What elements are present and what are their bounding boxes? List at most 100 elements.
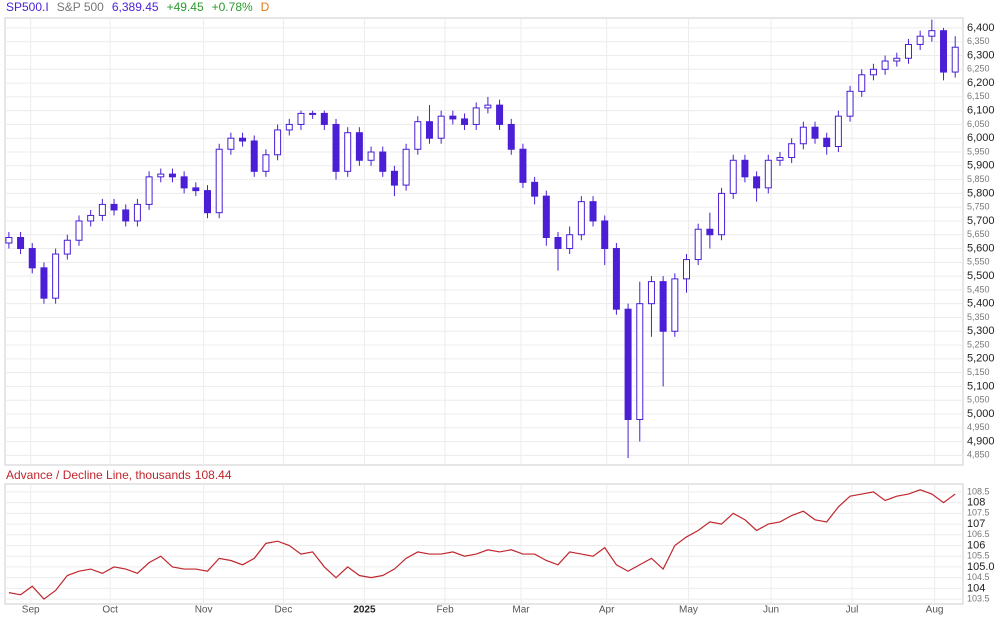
candle-body (145, 176, 153, 205)
y-tick-label: 6,100 (967, 105, 995, 117)
x-tick-label: Mar (512, 605, 530, 616)
candle-body (729, 159, 737, 194)
candle-body (437, 115, 445, 139)
y-tick-label: 6,000 (967, 132, 995, 144)
candle-body (577, 201, 585, 236)
candle-body (858, 74, 866, 92)
candle-body (683, 259, 691, 280)
x-tick-label: Nov (195, 605, 213, 616)
candle-body (519, 148, 527, 183)
y-tick-label: 6,050 (967, 119, 990, 129)
candle-body (344, 132, 352, 172)
y-tick-label: 5,150 (967, 367, 990, 377)
candle-body (893, 57, 901, 62)
y-tick-label: 5,200 (967, 353, 995, 365)
candle-body (379, 151, 387, 172)
candle-body (285, 123, 293, 131)
candle-body (811, 126, 819, 139)
y-tick-label: 104.5 (967, 572, 990, 582)
candle-body (28, 248, 36, 269)
candle-body (425, 121, 433, 139)
candle-body (390, 170, 398, 186)
y-tick-label: 4,900 (967, 435, 995, 447)
y-tick-label: 104 (967, 582, 985, 594)
candle-body (133, 203, 141, 222)
y-tick-label: 5,450 (967, 284, 990, 294)
candle-body (496, 104, 504, 125)
candle-body (659, 281, 667, 332)
candle-body (157, 173, 165, 178)
candle-body (320, 112, 328, 125)
instrument-name: S&P 500 (57, 0, 104, 14)
candle-body (554, 237, 562, 250)
candle-body (98, 203, 106, 216)
y-tick-label: 5,600 (967, 242, 995, 254)
candle-body (928, 30, 936, 37)
candle-body (332, 123, 340, 172)
y-tick-label: 5,800 (967, 187, 995, 199)
ad-panel (4, 483, 964, 605)
y-tick-label: 6,150 (967, 91, 990, 101)
y-tick-label: 103.5 (967, 593, 990, 603)
candle-body (904, 43, 912, 59)
candle-body (589, 201, 597, 222)
candle-body (718, 192, 726, 236)
candle-body (788, 143, 796, 159)
y-tick-label: 4,950 (967, 422, 990, 432)
candle-body (834, 115, 842, 148)
x-tick-label: May (679, 605, 698, 616)
x-tick-label: Aug (926, 605, 944, 616)
y-tick-label: 6,300 (967, 49, 995, 61)
candle-body (40, 267, 48, 299)
y-tick-label: 108 (967, 497, 985, 509)
candle-body (776, 157, 784, 161)
candle-body (869, 68, 877, 76)
y-tick-label: 5,550 (967, 257, 990, 267)
candle-body (5, 237, 13, 244)
change: +49.45 (167, 0, 204, 14)
candle-body (671, 278, 679, 332)
candle-body (647, 281, 655, 305)
x-tick-label: Apr (599, 605, 615, 616)
y-tick-label: 4,850 (967, 450, 990, 460)
candle-body (484, 104, 492, 109)
candle-body (449, 115, 457, 120)
candle-body (881, 60, 889, 70)
candle-body (507, 123, 515, 150)
candle-body (636, 303, 644, 421)
x-tick-label: Oct (102, 605, 118, 616)
candle-body (122, 209, 130, 222)
candle-body (239, 137, 247, 142)
candle-body (542, 195, 550, 239)
candle-body (799, 126, 807, 145)
last-price: 6,389.45 (112, 0, 159, 14)
candle-body (63, 239, 71, 255)
y-tick-label: 6,400 (967, 22, 995, 34)
y-tick-label: 106.5 (967, 529, 990, 539)
y-tick-label: 107.5 (967, 508, 990, 518)
candle-body (355, 132, 363, 161)
y-tick-label: 5,650 (967, 229, 990, 239)
candle-body (215, 148, 223, 214)
y-tick-label: 5,050 (967, 395, 990, 405)
candle-body (951, 46, 959, 73)
candle-body (846, 90, 854, 117)
candle-body (402, 148, 410, 186)
candle-body (227, 137, 235, 150)
candle-body (601, 220, 609, 250)
candle-body (916, 35, 924, 45)
candle-body (741, 159, 749, 178)
candle-body (753, 176, 761, 189)
x-tick-label: Jul (846, 605, 859, 616)
y-tick-label: 5,950 (967, 146, 990, 156)
candle-body (17, 237, 25, 250)
panel-title: Advance / Decline Line, thousands (6, 468, 191, 482)
candle-body (250, 140, 258, 172)
interval: D (261, 0, 270, 14)
y-tick-label: 5,850 (967, 174, 990, 184)
y-tick-label: 5,100 (967, 380, 995, 392)
candle-body (52, 253, 60, 299)
y-tick-label: 107 (967, 518, 985, 530)
candle-body (414, 121, 422, 150)
